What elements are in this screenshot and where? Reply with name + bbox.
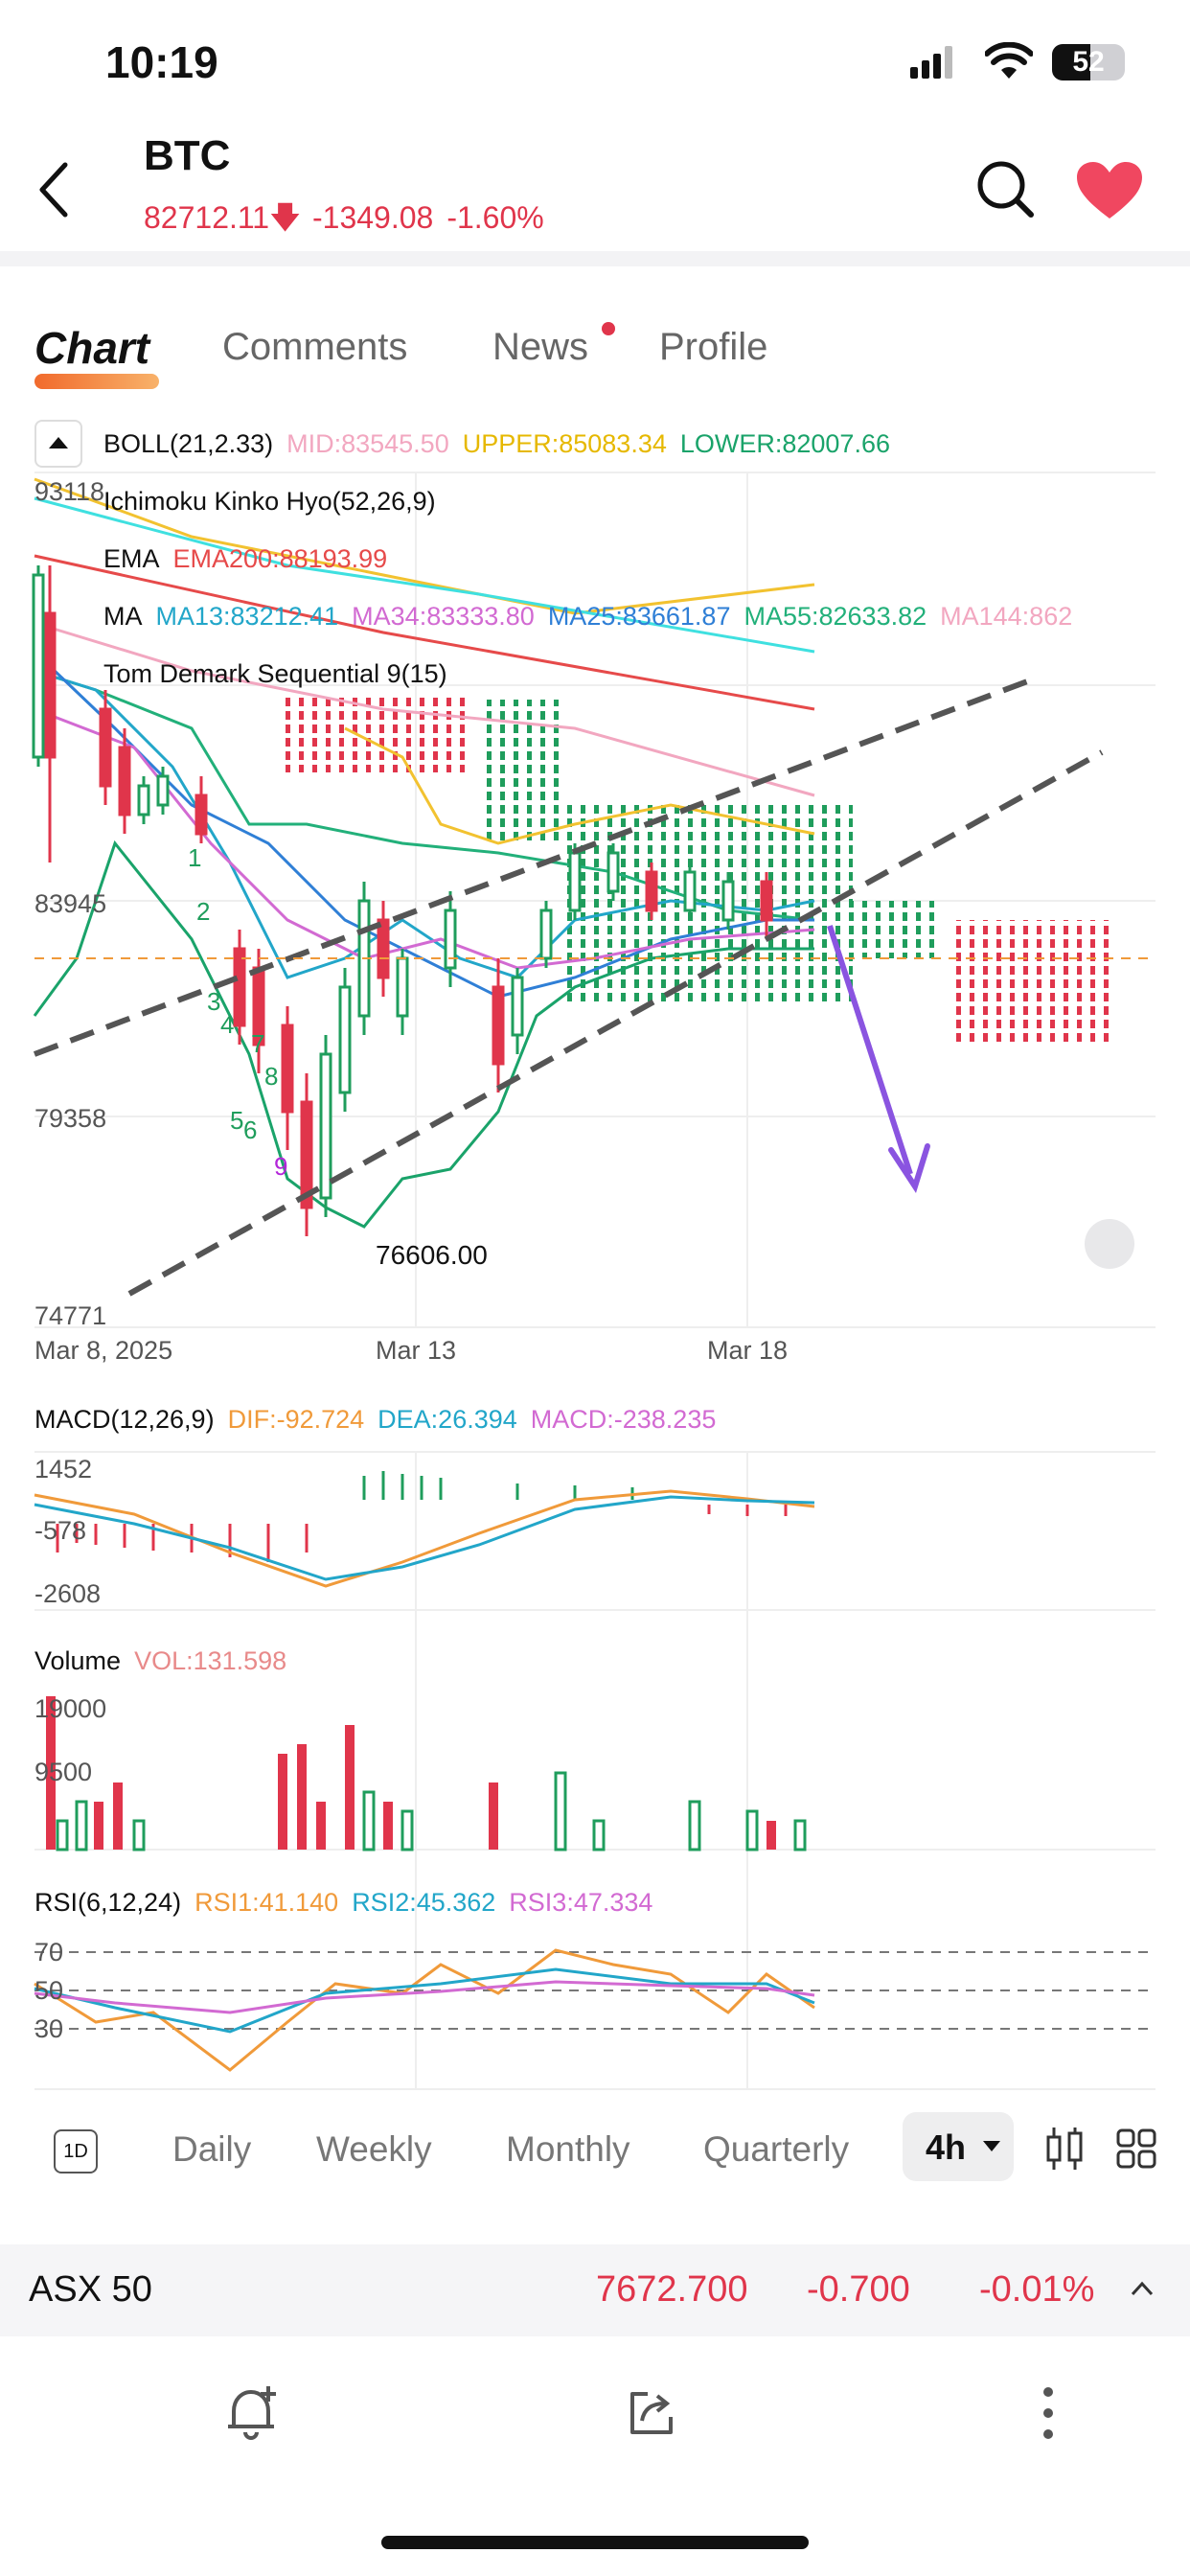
- y-axis-label: 93118: [34, 477, 105, 506]
- y-axis-label: 74771: [34, 1301, 107, 1330]
- tab-chart[interactable]: Chart: [34, 323, 150, 373]
- candlestick-type-icon[interactable]: [1044, 2126, 1085, 2172]
- battery-icon: 52: [1052, 44, 1125, 80]
- volume-panel: [46, 1696, 807, 1852]
- price-quote: 82712.11🡇 -1349.08 -1.60%: [144, 196, 558, 248]
- active-tab-underline: [34, 374, 159, 389]
- macd-y-label: -578: [34, 1516, 87, 1545]
- rsi-y-label: 50: [34, 1976, 64, 2005]
- down-arrow-icon: 🡇: [269, 200, 301, 235]
- td-count: 5: [230, 1106, 244, 1135]
- tab-news[interactable]: News: [492, 326, 589, 368]
- home-indicator: [381, 2536, 809, 2549]
- wifi-icon: [985, 42, 1033, 79]
- macd-panel: [34, 1471, 815, 1588]
- macd-legend: MACD(12,26,9) DIF:-92.724 DEA:26.394 MACD:-…: [34, 1405, 717, 1434]
- grid-layout-icon[interactable]: [1115, 2128, 1157, 2170]
- td-count: 7: [251, 1029, 265, 1058]
- ticker-change: -0.700: [807, 2269, 910, 2310]
- cellular-signal-icon: [910, 46, 952, 79]
- ticker-value: 7672.700: [596, 2269, 748, 2310]
- share-icon[interactable]: [625, 2386, 678, 2440]
- ema-legend: EMA EMA200:88193.99: [103, 544, 388, 573]
- td-count: 8: [264, 1062, 279, 1091]
- ticker-change-pct: -0.01%: [979, 2269, 1095, 2310]
- chart-grid: [34, 472, 1156, 2090]
- index-ticker-bar[interactable]: ASX 50 7672.700 -0.700 -0.01%: [0, 2244, 1190, 2336]
- collapse-indicators-button[interactable]: [34, 420, 82, 468]
- search-icon[interactable]: [975, 159, 1035, 218]
- td-legend: Tom Demark Sequential 9(15): [103, 659, 447, 688]
- rsi-y-label: 30: [34, 2014, 64, 2043]
- x-axis-label: Mar 8, 2025: [34, 1336, 173, 1365]
- period-4h-dropdown[interactable]: 4h: [903, 2112, 1014, 2181]
- period-monthly[interactable]: Monthly: [506, 2129, 630, 2169]
- forecast-arrow: [827, 925, 930, 1193]
- rsi-y-label: 70: [34, 1938, 64, 1966]
- day-calendar-icon[interactable]: 1D: [54, 2129, 98, 2174]
- td-count: 4: [220, 1010, 235, 1039]
- tab-bar: Chart Comments News Profile: [0, 322, 1190, 393]
- status-time: 10:19: [105, 37, 218, 87]
- td-count: 6: [243, 1116, 258, 1144]
- status-bar: 10:19 52: [0, 0, 1190, 134]
- volume-y-label: 9500: [34, 1758, 93, 1786]
- header-divider: [0, 251, 1190, 266]
- rsi-legend: RSI(6,12,24) RSI1:41.140 RSI2:45.362 RSI3:4…: [34, 1888, 653, 1917]
- x-axis-label: Mar 13: [376, 1336, 457, 1365]
- macd-y-label: 1452: [34, 1455, 93, 1484]
- price-change: -1349.08: [312, 200, 434, 235]
- ticker-name: ASX 50: [29, 2269, 152, 2310]
- macd-y-label: -2608: [34, 1579, 102, 1608]
- dropdown-caret-icon: [983, 2141, 1000, 2151]
- td-count: 2: [196, 897, 211, 926]
- td-count: 1: [188, 843, 202, 872]
- tab-profile[interactable]: Profile: [659, 326, 768, 368]
- rsi-panel: [34, 1948, 1156, 2072]
- x-axis-label: Mar 18: [707, 1336, 789, 1365]
- td-count: 3: [207, 987, 221, 1016]
- last-price: 82712.11: [144, 200, 270, 235]
- chevron-up-icon[interactable]: [1131, 2281, 1154, 2296]
- td-count: 9: [274, 1152, 288, 1181]
- news-unread-dot: [602, 322, 615, 335]
- back-arrow-icon[interactable]: [36, 161, 71, 218]
- trend-lines: [33, 678, 1104, 1297]
- favorite-heart-icon[interactable]: [1075, 161, 1144, 220]
- price-change-pct: -1.60%: [446, 200, 544, 235]
- volume-y-label: 19000: [34, 1694, 107, 1723]
- boll-legend: BOLL(21,2.33) MID:83545.50 UPPER:85083.34 L…: [103, 429, 890, 458]
- more-options-icon[interactable]: [1039, 2386, 1058, 2440]
- stock-chart-canvas[interactable]: [0, 412, 1190, 2118]
- triangle-up-icon: [49, 437, 68, 448]
- volume-legend: Volume VOL:131.598: [34, 1646, 287, 1675]
- period-daily[interactable]: Daily: [172, 2129, 252, 2169]
- tab-comments[interactable]: Comments: [222, 326, 408, 368]
- low-price-annotation: 76606.00: [376, 1240, 488, 1270]
- y-axis-label: 83945: [34, 889, 107, 918]
- symbol-title: BTC: [144, 132, 231, 179]
- period-quarterly[interactable]: Quarterly: [703, 2129, 850, 2169]
- period-weekly[interactable]: Weekly: [316, 2129, 432, 2169]
- add-alert-bell-icon[interactable]: [226, 2384, 280, 2442]
- y-axis-label: 79358: [34, 1104, 107, 1133]
- ma-legend: MA MA13:83212.41 MA34:83333.80 MA25:83661.8…: [103, 602, 1073, 631]
- ichimoku-legend: Ichimoku Kinko Hyo(52,26,9): [103, 487, 436, 516]
- expand-chart-icon[interactable]: [1085, 1219, 1134, 1269]
